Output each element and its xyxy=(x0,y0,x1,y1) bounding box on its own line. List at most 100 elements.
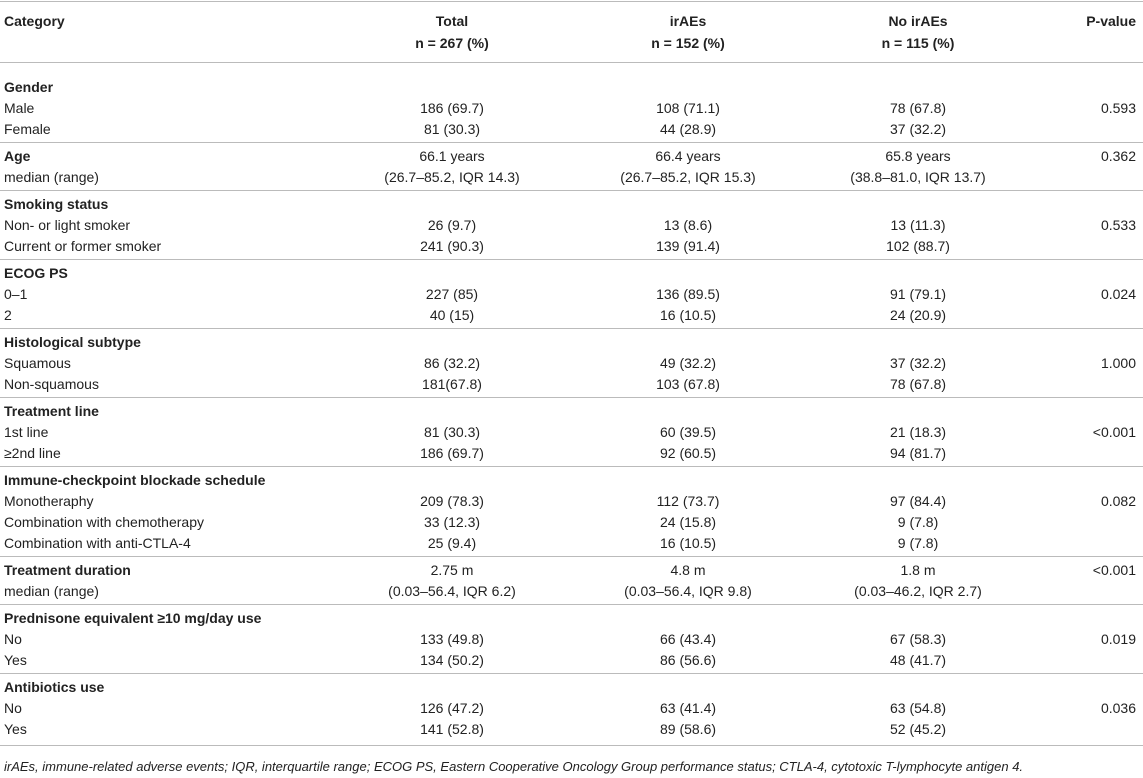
cell: 89 (58.6) xyxy=(659,721,717,737)
cell: (0.03–46.2, IQR 2.7) xyxy=(854,583,982,599)
row-label: No xyxy=(4,631,22,647)
cell: 66.4 years xyxy=(655,148,721,164)
cell: 25 (9.4) xyxy=(427,535,477,551)
group-rule xyxy=(0,604,1143,605)
cell: 241 (90.3) xyxy=(420,238,484,254)
header-label: Category xyxy=(4,13,65,29)
cell: 60 (39.5) xyxy=(659,424,717,440)
cell: 44 (28.9) xyxy=(659,121,717,137)
column-subheader: n = 152 (%) xyxy=(651,35,725,51)
footnote: irAEs, immune-related adverse events; IQ… xyxy=(4,759,1024,774)
cell: 48 (41.7) xyxy=(889,652,947,668)
row-label: median (range) xyxy=(4,583,99,599)
row-label: Non- or light smoker xyxy=(4,217,131,233)
cell: 37 (32.2) xyxy=(889,355,947,371)
group-rule xyxy=(0,190,1143,191)
cell: 66 (43.4) xyxy=(659,631,717,647)
group-rule xyxy=(0,556,1143,557)
p-value: 0.593 xyxy=(1100,100,1136,116)
group-rule xyxy=(0,142,1143,143)
cell: (26.7–85.2, IQR 15.3) xyxy=(620,169,756,185)
cell: 81 (30.3) xyxy=(423,121,481,137)
cell: 102 (88.7) xyxy=(886,238,950,254)
cell: 1.8 m xyxy=(900,562,936,578)
cell: (0.03–56.4, IQR 9.8) xyxy=(624,583,752,599)
p-value: 1.000 xyxy=(1100,355,1136,371)
cell: 86 (32.2) xyxy=(423,355,481,371)
cell: 133 (49.8) xyxy=(420,631,484,647)
cell: 86 (56.6) xyxy=(659,652,717,668)
cell: 4.8 m xyxy=(670,562,706,578)
cell: 2.75 m xyxy=(430,562,474,578)
cell: 181(67.8) xyxy=(422,376,482,392)
cell: 91 (79.1) xyxy=(889,286,947,302)
cell: 78 (67.8) xyxy=(889,100,947,116)
p-value: 0.082 xyxy=(1100,493,1136,509)
group-title: Treatment line xyxy=(4,403,99,419)
p-value: <0.001 xyxy=(1092,562,1136,578)
row-label: ≥2nd line xyxy=(4,445,61,461)
cell: 92 (60.5) xyxy=(659,445,717,461)
cell: 13 (8.6) xyxy=(663,217,713,233)
cell: 66.1 years xyxy=(419,148,485,164)
header-rule xyxy=(0,62,1143,63)
group-title: Age xyxy=(4,148,31,164)
column-name: Total xyxy=(435,13,469,29)
row-label: Squamous xyxy=(4,355,71,371)
cell: 126 (47.2) xyxy=(420,700,484,716)
cell: 134 (50.2) xyxy=(420,652,484,668)
cell: 141 (52.8) xyxy=(420,721,484,737)
cell: 67 (58.3) xyxy=(889,631,947,647)
group-rule xyxy=(0,673,1143,674)
group-rule xyxy=(0,328,1143,329)
cell: 24 (20.9) xyxy=(889,307,947,323)
cell: 103 (67.8) xyxy=(656,376,720,392)
cell: 112 (73.7) xyxy=(656,493,720,509)
row-label: No xyxy=(4,700,22,716)
cell: 139 (91.4) xyxy=(656,238,720,254)
cell: 227 (85) xyxy=(425,286,479,302)
group-title: Immune-checkpoint blockade schedule xyxy=(4,472,266,488)
group-rule xyxy=(0,397,1143,398)
cell: 97 (84.4) xyxy=(889,493,947,509)
cell: 9 (7.8) xyxy=(897,514,939,530)
p-value: 0.024 xyxy=(1100,286,1136,302)
row-label: Yes xyxy=(4,652,27,668)
group-title: Gender xyxy=(4,79,54,95)
cell: 21 (18.3) xyxy=(889,424,947,440)
cell: 37 (32.2) xyxy=(889,121,947,137)
cell: 26 (9.7) xyxy=(427,217,477,233)
row-label: Yes xyxy=(4,721,27,737)
column-name: irAEs xyxy=(669,13,707,29)
top-rule xyxy=(0,1,1143,2)
cell: 65.8 years xyxy=(885,148,951,164)
row-label: median (range) xyxy=(4,169,99,185)
cell: 63 (41.4) xyxy=(659,700,717,716)
group-rule xyxy=(0,259,1143,260)
row-label: Monotheraphy xyxy=(4,493,94,509)
cell: 186 (69.7) xyxy=(420,100,484,116)
group-title: Prednisone equivalent ≥10 mg/day use xyxy=(4,610,262,626)
cell: (38.8–81.0, IQR 13.7) xyxy=(850,169,986,185)
cell: 16 (10.5) xyxy=(659,307,717,323)
group-title: Treatment duration xyxy=(4,562,131,578)
cell: 9 (7.8) xyxy=(897,535,939,551)
cell: 78 (67.8) xyxy=(889,376,947,392)
group-title: Histological subtype xyxy=(4,334,141,350)
cell: 16 (10.5) xyxy=(659,535,717,551)
cell: 33 (12.3) xyxy=(423,514,481,530)
cell: 63 (54.8) xyxy=(889,700,947,716)
row-label: 2 xyxy=(4,307,12,323)
group-title: Antibiotics use xyxy=(4,679,105,695)
column-subheader: n = 115 (%) xyxy=(881,35,955,51)
row-label: Current or former smoker xyxy=(4,238,162,254)
p-value: 0.362 xyxy=(1100,148,1136,164)
cell: 13 (11.3) xyxy=(890,217,946,233)
row-label: Combination with anti-CTLA-4 xyxy=(4,535,191,551)
cell: 49 (32.2) xyxy=(659,355,717,371)
cell: 94 (81.7) xyxy=(889,445,947,461)
cell: (26.7–85.2, IQR 14.3) xyxy=(384,169,520,185)
row-label: 1st line xyxy=(4,424,49,440)
cell: 209 (78.3) xyxy=(420,493,484,509)
